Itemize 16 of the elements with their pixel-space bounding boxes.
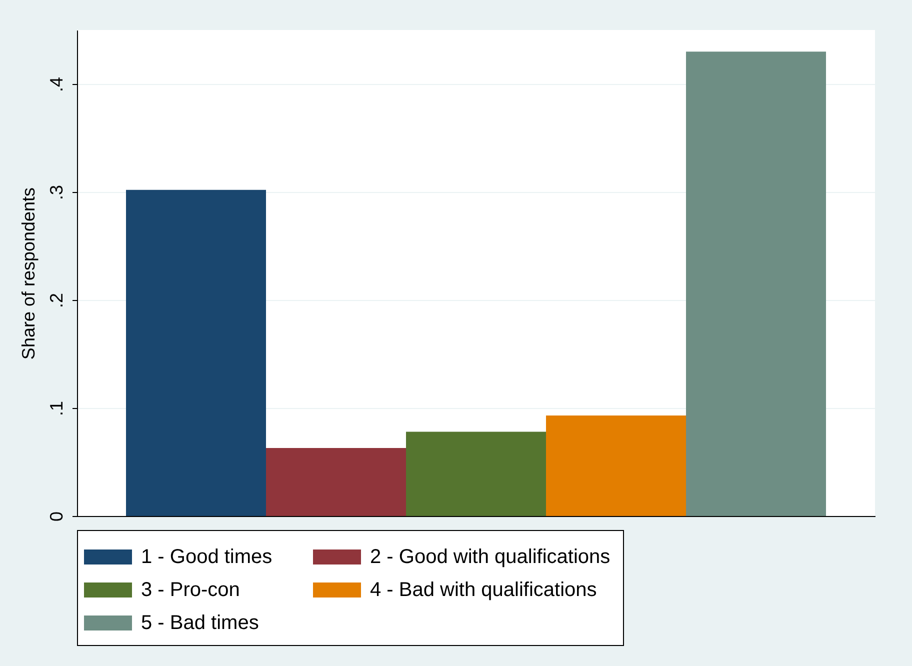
- bar: [266, 448, 406, 516]
- bar: [126, 190, 266, 516]
- legend-label: 2 - Good with qualifications: [370, 546, 610, 568]
- bar: [546, 416, 686, 516]
- y-tick-label: .1: [46, 400, 66, 416]
- bar: [406, 432, 546, 516]
- y-tick-label: .3: [46, 184, 66, 200]
- legend-label: 3 - Pro-con: [141, 579, 240, 601]
- y-axis-title: Share of respondents: [18, 187, 38, 360]
- y-tick-label: .2: [46, 292, 66, 308]
- y-tick-label: 0: [46, 511, 66, 522]
- legend-label: 4 - Bad with qualifications: [370, 579, 597, 601]
- legend-label: 5 - Bad times: [141, 612, 259, 634]
- bar: [686, 52, 826, 516]
- legend-label: 1 - Good times: [141, 546, 272, 568]
- y-tick-label: .4: [46, 76, 66, 92]
